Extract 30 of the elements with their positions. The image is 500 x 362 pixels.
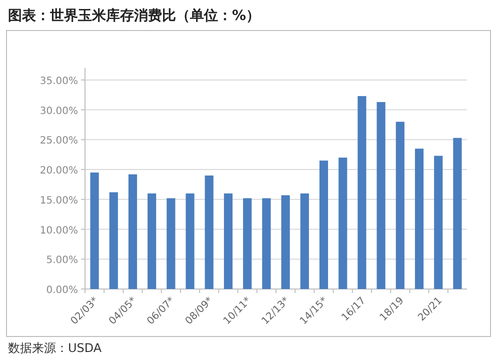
bar [319,160,328,289]
chart-title: 图表：世界玉米库存消费比（单位：%） [8,7,260,24]
bar [358,96,366,289]
bar [148,193,156,289]
y-tick-label: 15.00% [40,195,78,206]
bar [338,158,348,289]
bar [396,122,404,289]
bar [243,198,252,289]
y-tick-label: 35.00% [40,76,78,87]
bar [109,192,118,289]
bar [300,193,309,289]
y-tick-label: 20.00% [40,166,78,177]
y-tick-label: 30.00% [40,106,78,117]
bar [90,172,99,289]
bar [376,102,386,289]
bar [414,148,424,289]
y-tick-label: 10.00% [40,225,78,236]
bar [453,138,462,289]
y-tick-label: 25.00% [40,136,78,147]
y-tick-label: 0.00% [46,285,78,296]
bar [224,193,233,289]
source-note: 数据来源：USDA [8,341,102,355]
bar [128,174,138,289]
bar [434,156,443,289]
bar [281,195,290,289]
bar [262,198,271,289]
bar [166,198,176,289]
bar [204,176,214,289]
y-tick-label: 5.00% [46,255,78,266]
bar [186,193,194,289]
